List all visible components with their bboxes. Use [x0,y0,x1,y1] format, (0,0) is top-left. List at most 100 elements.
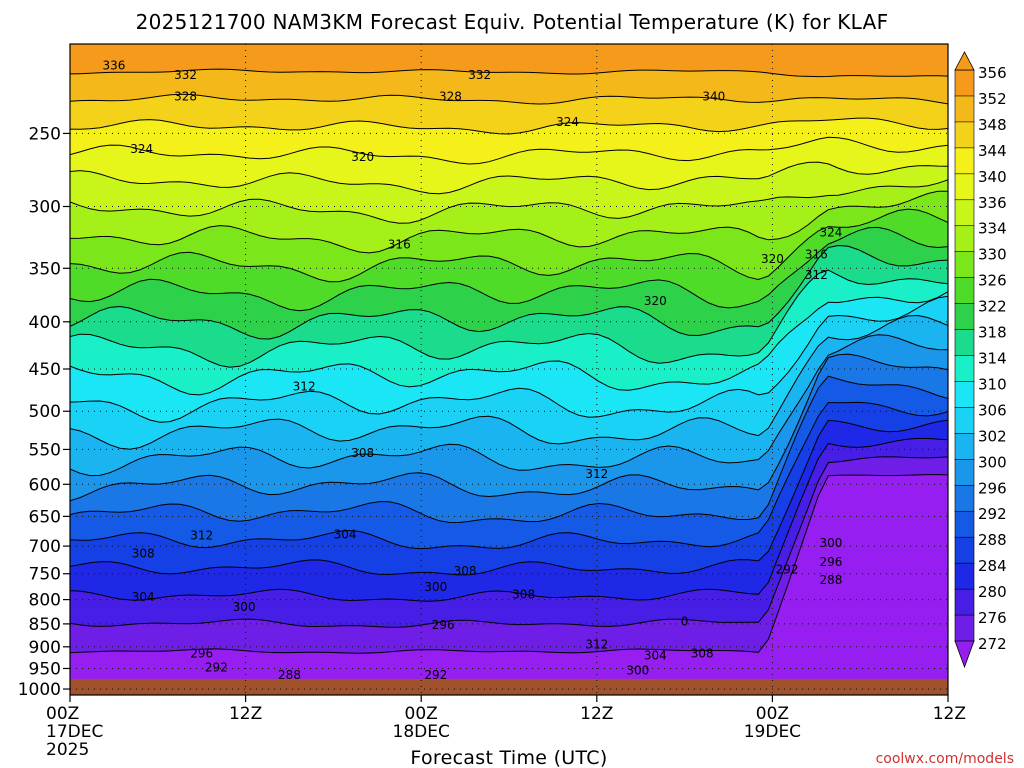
colorbar-swatch [954,95,975,123]
colorbar-swatch [954,251,975,279]
contour-label: 292 [424,668,447,682]
contour-line [70,161,948,195]
y-tick-label: 950 [29,659,61,679]
contour-line [70,437,948,602]
contour-line [70,295,948,423]
x-tick-label: 00Z [46,704,79,724]
colorbar-swatch [954,121,975,149]
contour-label: 296 [432,618,455,632]
y-tick-label: 800 [29,591,61,611]
plot-area: 3363323283243203163123083043123083043002… [70,44,948,695]
contour-line [70,314,948,450]
colorbar-label: 322 [978,298,1007,316]
contour-line [70,419,948,576]
colorbar-swatch [954,536,975,564]
colorbar-swatch [954,459,975,487]
contour-line [70,208,948,283]
colorbar-bottom-arrow [954,640,975,669]
contour-line [70,93,948,105]
colorbar-swatch [954,614,975,642]
x-tick-label: 2025 [46,740,89,760]
x-tick-label: 19DEC [744,722,801,742]
y-tick-label: 350 [29,259,61,279]
colorbar-label: 326 [978,272,1007,290]
y-tick-label: 400 [29,313,61,333]
contour-line [70,375,948,524]
contour-line [70,474,948,654]
colorbar-label: 302 [978,427,1007,445]
contour-label: 324 [819,225,842,239]
contour-label: 320 [644,294,667,308]
contour-label: 312 [585,467,608,481]
contour-label: 332 [468,68,491,82]
colorbar-swatch [954,484,975,513]
contour-label: 324 [556,115,579,129]
x-tick-label: 17DEC [46,722,103,742]
y-tick-label: 550 [29,440,61,460]
grid-lines [70,44,948,695]
contour-label: 300 [626,664,649,678]
colorbar-swatch [954,69,975,97]
x-tick-label: 00Z [405,704,438,724]
contour-label: 300 [233,600,256,614]
contour-label: 320 [761,252,784,266]
colorbar-label: 356 [978,64,1007,82]
colorbar-swatch [954,407,975,435]
contour-label: 332 [174,68,197,82]
contour-label: 308 [351,446,374,460]
contour-label: 308 [132,546,155,560]
x-axis-label: Forecast Time (UTC) [410,747,607,768]
contour-label: 308 [691,646,714,660]
colorbar-swatch [954,381,975,409]
colorbar-swatch [954,355,975,383]
colorbar-label: 296 [978,479,1007,497]
colorbar-label: 352 [978,90,1007,108]
x-tick-label: 12Z [229,704,262,724]
colorbar-label: 310 [978,375,1007,393]
colorbar-label: 300 [978,453,1007,471]
contour-line [70,68,948,78]
contour-label: 304 [132,590,155,604]
y-axis: 250 300 350 400 450 500 550 600 650 700 750 800 850 9… [18,124,70,700]
contour-label: 288 [819,573,842,587]
colorbar-label: 348 [978,116,1007,134]
contour-label: 312 [805,268,828,282]
colorbar-swatch [954,277,975,305]
contour-line [70,291,948,396]
contour-label: 300 [819,536,842,550]
contour-label: 292 [205,661,228,675]
colorbar-swatch [954,588,975,616]
contour-label: 320 [351,150,374,164]
colorbar-swatch [954,225,975,253]
colorbar-label: 280 [978,583,1007,601]
colorbar-label: 340 [978,168,1007,186]
y-tick-label: 250 [29,124,61,144]
watermark: coolwx.com/models [876,751,1014,767]
colorbar-label: 288 [978,531,1007,549]
colorbar-swatch [954,199,975,227]
y-tick-label: 500 [29,402,61,422]
contour-label: 316 [805,247,828,261]
contour-label: 328 [439,90,462,104]
y-tick-label: 1000 [18,680,61,700]
colorbar-label: 306 [978,401,1007,419]
y-tick-label: 300 [29,198,61,218]
y-tick-label: 650 [29,507,61,527]
colorbar-swatch [954,173,975,201]
colorbar-label: 272 [978,635,1007,653]
chart-title: 2025121700 NAM3KM Forecast Equiv. Potent… [136,10,889,34]
contour-label: 316 [388,238,411,252]
contour-label: 292 [776,562,799,576]
colorbar-top-arrow [954,51,975,71]
colorbar: 356 352 348 344 340 336 334 330 326 322 318 314 310 3… [954,51,1007,669]
x-tick-label: 12Z [580,704,613,724]
y-tick-label: 900 [29,638,61,658]
colorbar-label: 336 [978,194,1007,212]
contour-label: 0 [681,615,689,629]
contour-line [70,353,948,502]
colorbar-label: 334 [978,220,1007,238]
y-tick-label: 600 [29,475,61,495]
y-tick-label: 700 [29,537,61,557]
